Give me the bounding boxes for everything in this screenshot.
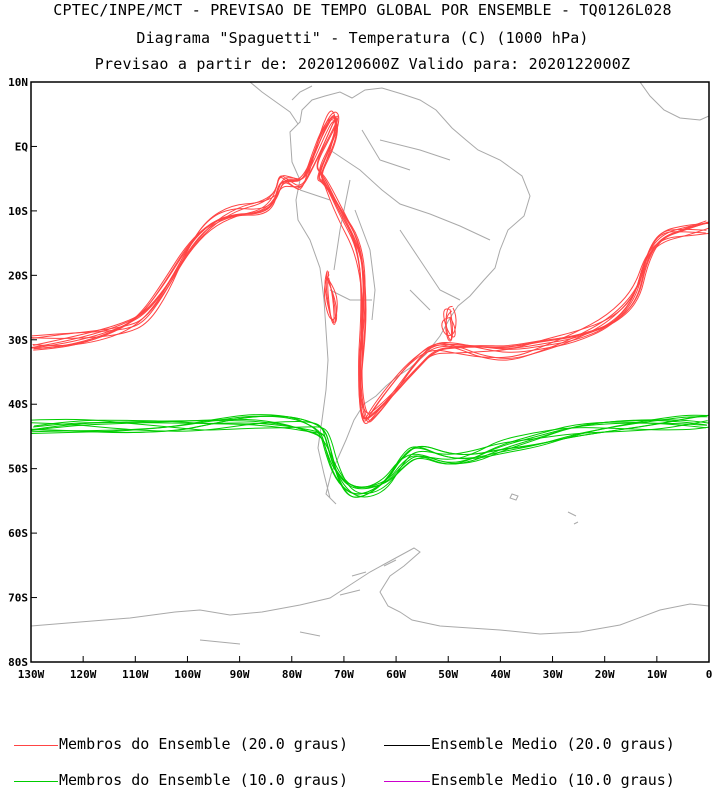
isotherm-member-3-7 [31,418,709,495]
country-borders [299,129,491,321]
x-tick-label: 90W [230,668,250,681]
y-tick-label: 50S [8,463,28,476]
isotherm-member-0-8 [33,115,707,420]
x-tick-label: 60W [386,668,406,681]
y-tick-label: 80S [8,656,28,669]
plot-frame [30,81,710,663]
isotherm-member-0-9 [33,115,708,419]
isotherm-member-3-5 [33,421,708,490]
y-tick-label: 20S [8,269,28,282]
isotherm-member-3-9 [31,414,709,498]
x-tick-label: 40W [490,668,510,681]
y-tick-label: 70S [8,592,28,605]
y-tick-label: 10S [8,205,28,218]
x-tick-label: 50W [438,668,458,681]
x-tick-label: 30W [543,668,563,681]
legend-label-members-20: Membros do Ensemble (20.0 graus) [59,735,348,753]
central-america-coast [249,82,313,125]
x-tick-label: 20W [595,668,615,681]
africa-coast [639,82,709,121]
isotherm-member-3-8 [31,418,709,489]
coastline-layer [31,82,709,645]
isotherm-member-2-1 [443,308,456,338]
x-tick-label: 110W [122,668,149,681]
legend-swatch-members-10 [14,781,58,782]
antarctica-coast [31,547,709,635]
south-georgia [567,511,579,525]
chart-title-line2: Diagrama "Spaguetti" - Temperatura (C) (… [136,29,589,47]
legend-label-members-10: Membros do Ensemble (10.0 graus) [59,771,348,789]
isotherm-member-1-0 [325,270,336,325]
isotherm-member-3-3 [31,414,708,495]
isotherm-member-1-2 [327,271,335,324]
antarctic-peninsula-islands [199,559,397,645]
x-tick-label: 10W [647,668,667,681]
isotherm-member-1-3 [324,271,338,323]
y-tick-label: 30S [8,334,28,347]
legend-swatch-members-20 [14,745,58,746]
x-tick-label: 0 [706,668,713,681]
x-tick-label: 80W [282,668,302,681]
axis-ticks: 130W 120W 110W 100W 90W 80W 70W 60W 50W 40W 30W 20W… [8,76,712,681]
isotherm-member-2-2 [445,305,453,341]
falkland-islands [509,493,519,501]
x-tick-label: 70W [334,668,354,681]
isotherm-member-0-0 [31,119,709,423]
isotherm-member-0-5 [33,120,709,425]
isotherm-member-0-6 [31,117,709,421]
legend-label-mean-10: Ensemble Medio (10.0 graus) [431,771,675,789]
x-tick-label: 100W [174,668,201,681]
x-tick-label: 130W [18,668,45,681]
isotherm-member-0-7 [31,115,706,420]
chart-title-line1: CPTEC/INPE/MCT - PREVISAO DE TEMPO GLOBA… [53,1,672,19]
isotherm-member-3-0 [31,420,708,498]
y-tick-label: EQ [15,140,29,153]
legend-swatch-mean-10 [384,781,430,782]
isotherm-layer [31,110,709,498]
legend-label-mean-20: Ensemble Medio (20.0 graus) [431,735,675,753]
y-tick-label: 10N [8,76,28,89]
isotherm-member-0-4 [31,111,709,415]
isotherm-member-2-3 [445,309,454,342]
y-tick-label: 60S [8,527,28,540]
x-tick-label: 120W [70,668,97,681]
isotherm-member-0-2 [32,118,707,422]
isotherm-member-0-1 [33,115,709,420]
chart-title-line3: Previsao a partir de: 2020120600Z Valido… [94,55,631,73]
legend-swatch-mean-20 [384,745,430,746]
y-tick-label: 40S [8,398,28,411]
